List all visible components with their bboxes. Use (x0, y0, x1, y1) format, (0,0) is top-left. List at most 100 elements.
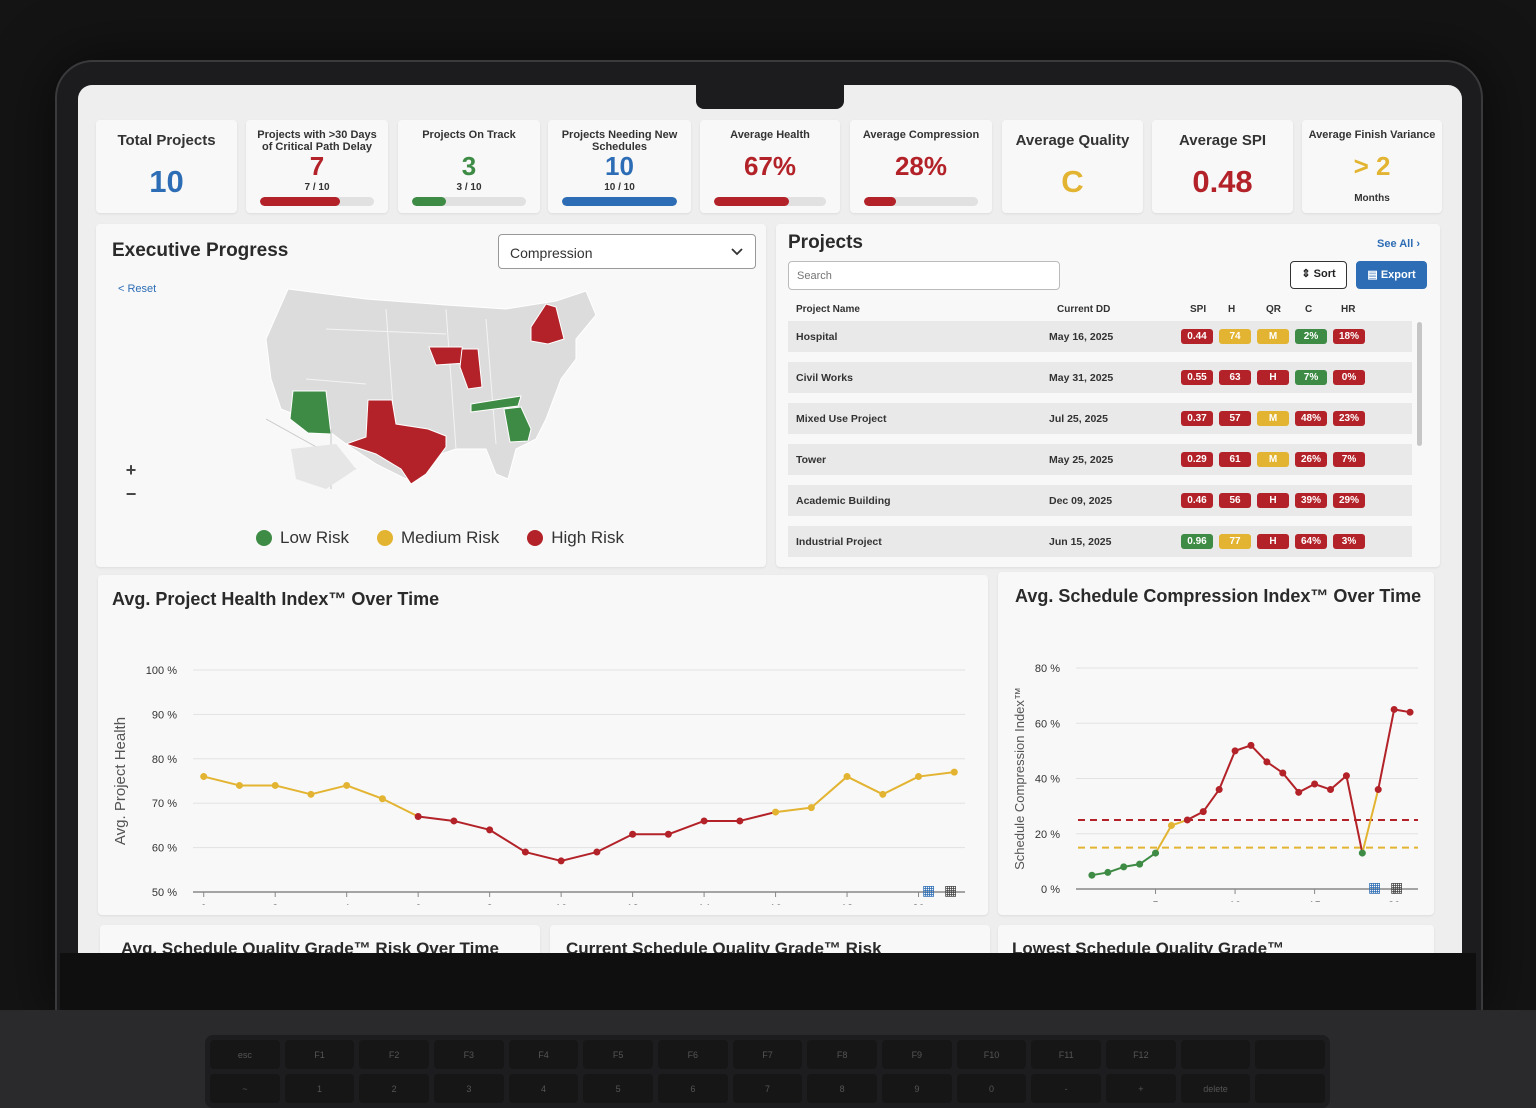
metric-badge: M (1257, 329, 1289, 344)
metric-badge: M (1257, 411, 1289, 426)
export-button[interactable]: ▤ Export (1356, 261, 1427, 289)
data-point[interactable] (1406, 708, 1414, 716)
keyboard-key: F1 (284, 1040, 355, 1069)
data-point[interactable] (1374, 786, 1382, 794)
keyboard-key: F11 (1031, 1040, 1101, 1069)
data-point[interactable] (1358, 849, 1366, 857)
see-all-link[interactable]: See All › (1377, 238, 1420, 250)
kpi-label: Average Health (730, 129, 810, 141)
keyboard-key: 0 (956, 1074, 1027, 1103)
data-point[interactable] (200, 773, 208, 781)
table-row[interactable]: Hospital May 16, 2025 0.44 74 M 2% 18% (788, 321, 1412, 352)
state-arizona[interactable] (289, 390, 332, 435)
zoom-in-button[interactable]: + (125, 460, 137, 480)
data-point[interactable] (1120, 863, 1128, 871)
data-point[interactable] (1231, 747, 1239, 755)
data-point[interactable] (1295, 788, 1303, 796)
y-tick-label: 50 % (152, 887, 177, 899)
data-point[interactable] (271, 781, 279, 789)
data-point[interactable] (629, 830, 637, 838)
data-point[interactable] (486, 826, 494, 834)
keyboard: esc F1 F2 F3 F4 F5 F6 F7 F8 F9 F10 F11 F12 ~1 2 3 4 5 6 7 8 9… (205, 1035, 1330, 1108)
data-point[interactable] (700, 817, 708, 825)
data-point[interactable] (1311, 780, 1319, 788)
state-georgia[interactable] (503, 406, 532, 443)
data-point[interactable] (1136, 860, 1144, 868)
x-tick-label: 15 (1308, 900, 1320, 902)
calendar-icon[interactable]: ▦ (1390, 879, 1404, 895)
y-tick-label: 100 % (146, 665, 177, 677)
compression-line-chart: 0 % 20 % 40 % 60 % 80 % 5 10 15 20 Schedule Compr… (1012, 663, 1418, 902)
data-point[interactable] (843, 773, 851, 781)
kpi-card: Average Compression 28% (850, 120, 992, 213)
keyboard-key: + (1105, 1074, 1176, 1103)
data-point[interactable] (1152, 849, 1160, 857)
data-point[interactable] (307, 790, 315, 798)
data-point[interactable] (1088, 871, 1096, 879)
project-name: Academic Building (796, 495, 891, 507)
table-row[interactable]: Civil Works May 31, 2025 0.55 63 H 7% 0% (788, 362, 1412, 393)
data-point[interactable] (235, 781, 243, 789)
y-tick-label: 70 % (152, 798, 177, 810)
executive-progress-panel: Executive Progress Compression < Reset +… (96, 224, 766, 567)
state-tennessee[interactable] (470, 395, 522, 413)
data-point[interactable] (736, 817, 744, 825)
data-point[interactable] (1167, 821, 1175, 829)
data-point[interactable] (1104, 868, 1112, 876)
data-point[interactable] (414, 813, 422, 821)
x-tick-label: 4 (344, 903, 350, 905)
reset-link[interactable]: < Reset (118, 283, 157, 295)
metric-dropdown[interactable]: Compression (498, 234, 756, 269)
sort-button[interactable]: ⇕ Sort (1290, 261, 1347, 289)
data-point[interactable] (1342, 772, 1350, 780)
column-header: QR (1266, 304, 1281, 315)
table-row[interactable]: Tower May 25, 2025 0.29 61 M 26% 7% (788, 444, 1412, 475)
search-input[interactable] (788, 261, 1060, 290)
metric-badge: 77 (1219, 534, 1251, 549)
data-point[interactable] (1199, 808, 1207, 816)
y-axis-label: Avg. Project Health (112, 717, 129, 845)
data-point[interactable] (1327, 786, 1335, 794)
series-line-segment (1377, 709, 1396, 790)
metric-badge: 0% (1333, 370, 1365, 385)
calendar-icon[interactable]: ▦ (944, 882, 958, 898)
data-point[interactable] (593, 848, 601, 856)
data-point[interactable] (1215, 786, 1223, 794)
table-row[interactable]: Industrial Project Jun 15, 2025 0.96 77 H 64%… (788, 526, 1412, 557)
y-axis-label: Schedule Compression Index™ (1012, 687, 1027, 870)
x-tick-label: 6 (415, 903, 421, 905)
data-point[interactable] (450, 817, 458, 825)
data-point[interactable] (915, 773, 923, 781)
series-line-segment (310, 784, 347, 796)
keyboard-key: 7 (732, 1074, 803, 1103)
data-point[interactable] (772, 808, 780, 816)
data-point[interactable] (557, 857, 565, 865)
data-point[interactable] (1183, 816, 1191, 824)
data-point[interactable] (664, 830, 672, 838)
data-point[interactable] (950, 768, 958, 776)
calendar-icon[interactable]: ▦ (922, 882, 936, 898)
data-point[interactable] (807, 804, 815, 812)
data-point[interactable] (879, 790, 887, 798)
table-row[interactable]: Mixed Use Project Jul 25, 2025 0.37 57 M 48% 2… (788, 403, 1412, 434)
table-row[interactable]: Academic Building Dec 09, 2025 0.46 56 H 39% 2… (788, 485, 1412, 516)
kpi-progress-bar (714, 197, 826, 206)
metric-badge: M (1257, 452, 1289, 467)
data-point[interactable] (1247, 741, 1255, 749)
data-point[interactable] (378, 795, 386, 803)
data-point[interactable] (521, 848, 529, 856)
zoom-out-button[interactable]: − (125, 484, 137, 504)
keyboard-key: F9 (881, 1040, 952, 1069)
data-point[interactable] (1279, 769, 1287, 777)
state-new-york[interactable] (530, 303, 565, 345)
state-texas[interactable] (344, 399, 447, 485)
calendar-icon[interactable]: ▦ (1368, 879, 1382, 895)
kpi-subtext: 3 / 10 (456, 182, 482, 193)
data-point[interactable] (1263, 758, 1271, 766)
table-scrollbar[interactable] (1417, 322, 1422, 446)
state-illinois[interactable] (459, 348, 483, 390)
series-line-segment (1345, 775, 1364, 854)
data-point[interactable] (1390, 705, 1398, 713)
column-header: H (1228, 304, 1236, 315)
data-point[interactable] (343, 781, 351, 789)
